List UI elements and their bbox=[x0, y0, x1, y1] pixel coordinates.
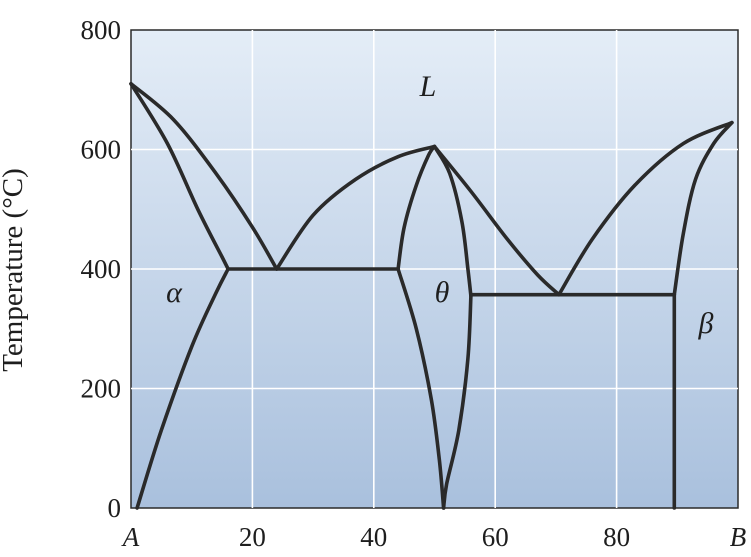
x-tick-label: 60 bbox=[482, 522, 509, 552]
phase-label-beta: β bbox=[698, 307, 714, 340]
x-tick-label: 80 bbox=[603, 522, 630, 552]
phase-label-theta: θ bbox=[435, 276, 450, 309]
x-tick-label: 20 bbox=[239, 522, 266, 552]
y-tick-label: 0 bbox=[108, 493, 122, 523]
phase-boundary-5 bbox=[396, 144, 437, 271]
axis-tick-labels: A 20 40 60 80 B 0 200 400 600 800 bbox=[81, 15, 747, 552]
phase-boundary-1 bbox=[129, 82, 279, 271]
phase-boundary-6 bbox=[432, 144, 473, 298]
x-tick-label: A bbox=[121, 522, 140, 552]
x-tick-label: B bbox=[730, 522, 747, 552]
phase-boundary-8 bbox=[441, 294, 473, 510]
y-tick-label: 800 bbox=[81, 15, 122, 45]
y-tick-label: 200 bbox=[81, 374, 122, 404]
phase-boundary-0 bbox=[129, 82, 230, 271]
y-tick-label: 600 bbox=[81, 135, 122, 165]
phase-label-alpha: α bbox=[166, 276, 183, 309]
phase-boundary-12 bbox=[672, 120, 734, 297]
phase-boundary-4 bbox=[135, 267, 230, 510]
y-tick-label: 400 bbox=[81, 254, 122, 284]
phase-boundaries bbox=[129, 82, 734, 510]
x-tick-label: 40 bbox=[360, 522, 387, 552]
gridlines bbox=[131, 30, 738, 508]
phase-boundary-2 bbox=[274, 144, 437, 271]
phase-label-liquid: L bbox=[419, 70, 437, 103]
phase-boundary-10 bbox=[557, 120, 734, 297]
phase-boundary-7 bbox=[396, 267, 446, 510]
phase-boundary-9 bbox=[432, 144, 561, 297]
y-axis-title: Temperature (°C) bbox=[0, 168, 29, 372]
